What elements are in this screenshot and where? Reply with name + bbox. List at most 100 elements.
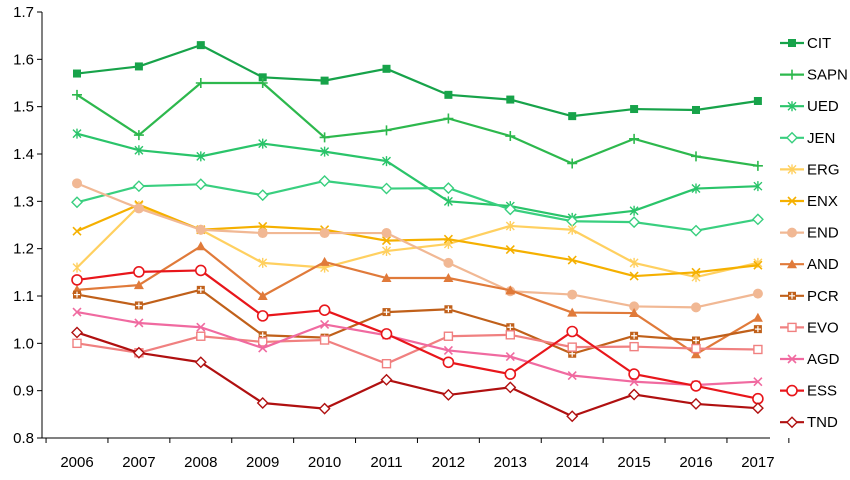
- legend-label-enx: ENX: [807, 193, 838, 210]
- data-point-agd: [258, 343, 268, 353]
- legend-label-ued: UED: [807, 98, 839, 115]
- legend-item-enx: ENX: [780, 193, 838, 210]
- x-tick-label: 2006: [60, 454, 93, 471]
- data-point-ued: [753, 181, 763, 192]
- y-tick-label: 1.0: [13, 335, 34, 352]
- x-tick-label: 2007: [122, 454, 155, 471]
- data-point-erg: [629, 257, 639, 268]
- data-point-ued: [382, 156, 391, 167]
- data-point-pcr: [196, 285, 205, 294]
- data-point-pcr: [382, 308, 391, 317]
- data-point-sapn: [752, 160, 763, 171]
- legend-item-pcr: PCR: [780, 288, 839, 305]
- data-point-end: [443, 257, 454, 268]
- data-point-ess: [256, 310, 269, 322]
- series-pcr: [73, 285, 762, 358]
- data-point-erg: [72, 262, 82, 273]
- y-tick-label: 1.4: [13, 146, 34, 163]
- data-point-ess: [566, 325, 579, 338]
- series-cit: [73, 41, 762, 121]
- legend-item-ued: UED: [780, 98, 839, 115]
- data-point-tnd: [194, 356, 207, 369]
- data-point-evo: [629, 341, 639, 352]
- series-ued: [72, 128, 763, 223]
- legend-marker-end: [787, 227, 797, 238]
- data-point-cit: [258, 73, 267, 82]
- data-point-tnd: [318, 402, 331, 415]
- data-point-evo: [691, 343, 701, 354]
- data-point-evo: [258, 337, 268, 347]
- x-tick-label: 2012: [432, 454, 465, 471]
- data-point-and: [691, 349, 701, 359]
- y-tick-label: 1.6: [13, 51, 34, 68]
- data-point-jen: [442, 182, 455, 195]
- legend-label-ess: ESS: [807, 383, 837, 400]
- data-point-enx: [505, 245, 515, 255]
- data-point-enx: [753, 260, 763, 270]
- series-jen: [71, 174, 764, 237]
- data-point-end: [195, 224, 206, 235]
- y-tick-label: 1.2: [13, 241, 34, 258]
- data-point-sapn: [381, 125, 392, 136]
- data-point-sapn: [195, 78, 206, 88]
- legend-item-agd: AGD: [780, 351, 840, 368]
- data-point-ess: [71, 274, 83, 286]
- legend-marker-and: [787, 259, 797, 269]
- data-point-agd: [196, 322, 206, 332]
- data-point-cit: [506, 95, 515, 104]
- data-point-and: [381, 273, 392, 283]
- data-point-tnd: [380, 373, 393, 386]
- data-point-and: [443, 273, 454, 283]
- x-tick-label: 2014: [556, 454, 589, 471]
- series-agd: [72, 307, 763, 390]
- data-point-and: [195, 241, 206, 251]
- data-point-tnd: [690, 397, 702, 410]
- data-point-sapn: [319, 132, 330, 143]
- series-line-ued: [76, 132, 758, 219]
- legend-item-evo: EVO: [780, 319, 839, 336]
- legend-item-tnd: TND: [780, 414, 838, 431]
- data-point-jen: [194, 178, 207, 191]
- y-tick-label: 1.1: [13, 288, 34, 305]
- data-point-cit: [753, 96, 762, 105]
- data-point-cit: [630, 105, 639, 114]
- data-point-enx: [443, 234, 453, 244]
- data-point-ued: [72, 128, 82, 139]
- data-point-end: [257, 228, 268, 239]
- data-point-and: [629, 308, 640, 318]
- data-point-evo: [72, 338, 82, 349]
- data-point-pcr: [444, 305, 453, 314]
- data-point-evo: [505, 330, 515, 340]
- legend-marker-tnd: [786, 416, 798, 429]
- data-point-ess: [628, 368, 640, 380]
- series-line-pcr: [76, 288, 759, 355]
- data-point-cit: [320, 76, 329, 85]
- data-point-agd: [505, 352, 515, 362]
- data-point-erg: [567, 224, 577, 235]
- data-point-ued: [691, 183, 701, 194]
- data-point-end: [752, 288, 763, 299]
- data-point-enx: [629, 271, 639, 281]
- data-point-enx: [691, 267, 701, 277]
- data-point-agd: [134, 318, 144, 328]
- data-point-tnd: [132, 346, 145, 359]
- series-layer: [71, 41, 764, 423]
- data-point-end: [72, 178, 82, 189]
- data-point-cit: [382, 64, 391, 73]
- data-point-pcr: [692, 336, 700, 345]
- data-point-sapn: [629, 133, 640, 144]
- x-tick-label: 2015: [617, 454, 650, 471]
- x-tick-label: 2016: [679, 454, 712, 471]
- data-point-jen: [628, 216, 641, 229]
- data-point-erg: [258, 257, 268, 268]
- data-point-erg: [382, 246, 391, 257]
- data-point-agd: [320, 319, 330, 329]
- x-tick-label: 2011: [370, 454, 402, 471]
- legend-label-pcr: PCR: [807, 288, 839, 305]
- series-line-agd: [76, 311, 758, 387]
- data-point-jen: [71, 196, 83, 209]
- data-point-and: [257, 291, 268, 300]
- data-point-end: [133, 203, 144, 214]
- legend-item-erg: ERG: [780, 161, 840, 178]
